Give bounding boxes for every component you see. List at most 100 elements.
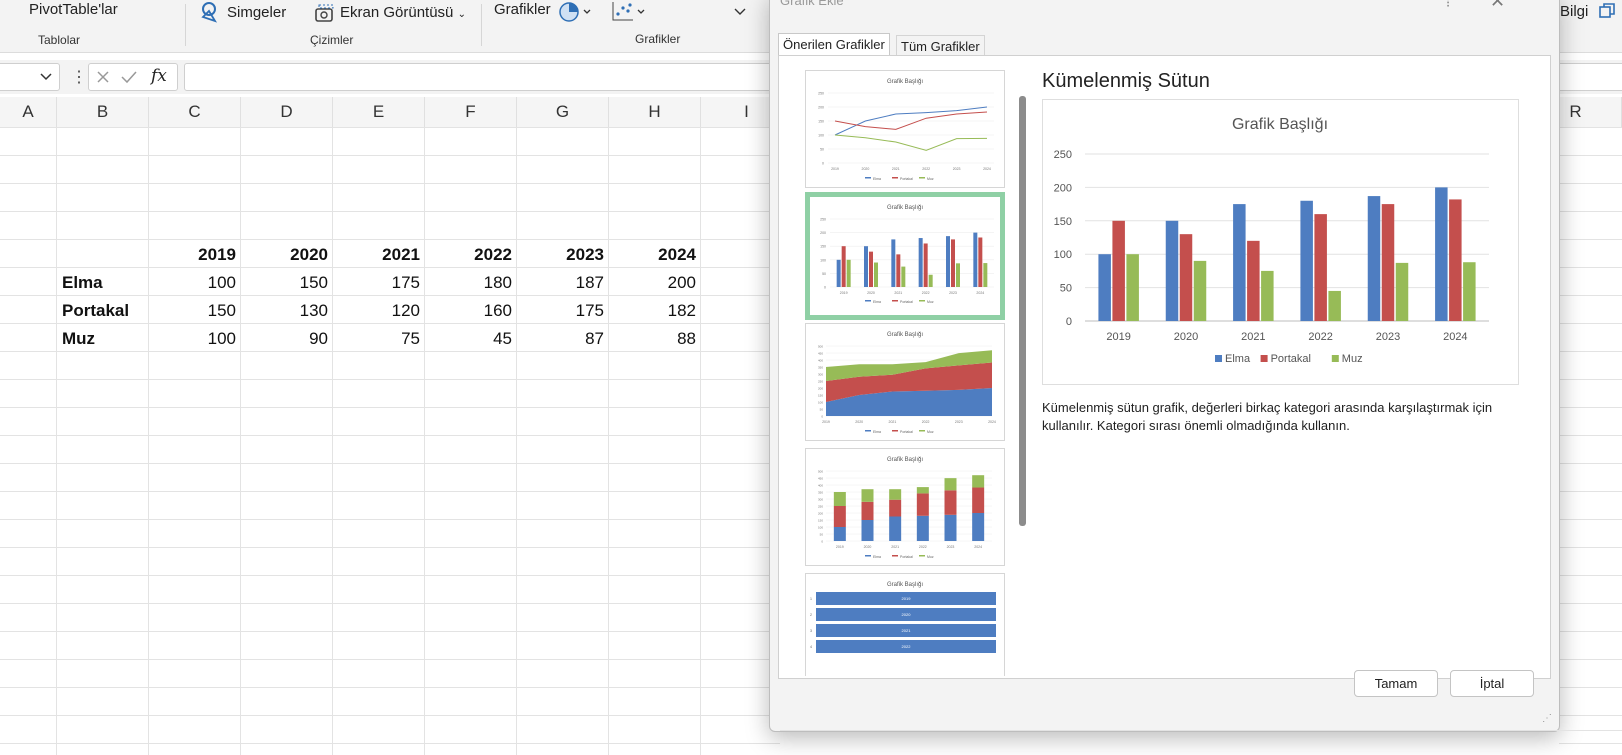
thumb-legend-label: Portakal xyxy=(900,300,913,304)
year-header-cell[interactable]: 2020 xyxy=(241,241,332,268)
thumb-y-tick: 150 xyxy=(818,394,823,398)
column-header-h[interactable]: H xyxy=(609,97,701,127)
value-cell[interactable]: 175 xyxy=(333,269,424,296)
column-header-d[interactable]: D xyxy=(241,97,333,127)
thumb-legend-swatch xyxy=(892,555,898,557)
thumbnail-clustered-column[interactable]: Grafik Başlığı 0 50 100 150 200 250 2019 2020 202… xyxy=(805,192,1005,320)
thumbnail-line-chart[interactable]: Grafik Başlığı 0 50 100 150 200 250 2019 2020 202… xyxy=(805,70,1005,188)
year-header-cell[interactable]: 2019 xyxy=(149,241,240,268)
row-gridline xyxy=(1559,435,1622,436)
row-label-cell[interactable]: Portakal xyxy=(57,297,148,324)
year-header-cell[interactable]: 2024 xyxy=(609,241,700,268)
y-tick-label: 100 xyxy=(1054,249,1072,261)
thumb-y-tick: 150 xyxy=(820,245,826,249)
thumb-y-tick: 0 xyxy=(821,540,823,544)
value-cell[interactable]: 150 xyxy=(149,297,240,324)
value-cell[interactable]: 45 xyxy=(425,325,516,352)
column-header-a[interactable]: A xyxy=(0,97,57,127)
ok-button[interactable]: Tamam xyxy=(1354,670,1438,697)
value-cell[interactable]: 88 xyxy=(609,325,700,352)
cancel-entry-icon xyxy=(95,69,111,85)
thumbnail-scrollbar[interactable] xyxy=(1019,96,1026,526)
bar xyxy=(1166,221,1179,321)
value-cell[interactable]: 100 xyxy=(149,325,240,352)
value-cell[interactable]: 90 xyxy=(241,325,332,352)
row-gridline xyxy=(780,730,1622,731)
cancel-button[interactable]: İptal xyxy=(1450,670,1534,697)
value-cell[interactable]: 180 xyxy=(425,269,516,296)
thumbnail-bar-chart[interactable]: Grafik Başlığı 1 2019 2 2020 3 2021 4 2022 xyxy=(805,573,1005,676)
thumb-x-tick: 2023 xyxy=(947,545,955,549)
info-label[interactable]: Bilgi xyxy=(1560,3,1588,20)
row-gridline xyxy=(1559,295,1622,296)
row-gridline xyxy=(1559,351,1622,352)
thumbnail-stacked-column[interactable]: Grafik Başlığı 0 50 100 150 200 250 300 350 400 45… xyxy=(805,448,1005,566)
column-header-e[interactable]: E xyxy=(333,97,425,127)
thumb-x-tick: 2020 xyxy=(864,545,872,549)
close-icon[interactable]: ✕ xyxy=(1490,0,1505,12)
thumb-bar xyxy=(919,238,923,287)
row-gridline xyxy=(1559,715,1622,716)
value-cell[interactable]: 160 xyxy=(425,297,516,324)
row-label-cell[interactable]: Elma xyxy=(57,269,148,296)
thumb-legend-swatch xyxy=(865,430,871,432)
column-header-g[interactable]: G xyxy=(517,97,609,127)
value-cell[interactable]: 100 xyxy=(149,269,240,296)
row-gridline xyxy=(0,127,780,128)
help-icon[interactable]: ⁝ xyxy=(1446,0,1450,11)
scatter-chart-button[interactable] xyxy=(611,0,647,24)
row-gridline xyxy=(1559,239,1622,240)
value-cell[interactable]: 130 xyxy=(241,297,332,324)
value-cell[interactable]: 120 xyxy=(333,297,424,324)
value-cell[interactable]: 75 xyxy=(333,325,424,352)
thumb-x-tick: 2024 xyxy=(976,291,984,295)
icons-button[interactable]: Simgeler xyxy=(227,4,286,21)
value-cell[interactable]: 150 xyxy=(241,269,332,296)
tab-all-charts[interactable]: Tüm Grafikler xyxy=(896,35,985,57)
pie-chart-button[interactable] xyxy=(557,0,593,24)
thumb-x-tick: 2024 xyxy=(988,420,996,424)
year-header-cell[interactable]: 2022 xyxy=(425,241,516,268)
value-cell[interactable]: 175 xyxy=(517,297,608,324)
thumb-x-tick: 2022 xyxy=(919,545,927,549)
column-header-b[interactable]: B xyxy=(57,97,149,127)
tab-recommended-charts[interactable]: Önerilen Grafikler xyxy=(778,33,890,55)
x-tick-label: 2023 xyxy=(1376,331,1400,343)
row-gridline xyxy=(1559,491,1622,492)
thumb-x-tick: 2022 xyxy=(922,420,930,424)
thumb-bar xyxy=(874,263,878,287)
bar xyxy=(1368,196,1381,321)
chevron-down-icon[interactable] xyxy=(733,4,747,18)
restore-icon[interactable] xyxy=(1598,2,1616,20)
value-cell[interactable]: 200 xyxy=(609,269,700,296)
y-tick-label: 200 xyxy=(1054,182,1072,194)
name-box[interactable] xyxy=(0,63,60,91)
value-cell[interactable]: 187 xyxy=(517,269,608,296)
thumb-y-tick: 0 xyxy=(822,162,824,166)
thumb-bar xyxy=(929,275,933,287)
column-header-f[interactable]: F xyxy=(425,97,517,127)
thumb-y-tick: 250 xyxy=(820,218,826,222)
legend-swatch xyxy=(1261,355,1268,362)
thumb-legend-label: Elma xyxy=(873,177,881,181)
thumb-bar xyxy=(862,502,874,520)
value-cell[interactable]: 182 xyxy=(609,297,700,324)
year-header-cell[interactable]: 2021 xyxy=(333,241,424,268)
thumb-title: Grafik Başlığı xyxy=(887,582,923,588)
screenshot-button[interactable]: Ekran Görüntüsü ⌄ xyxy=(340,4,466,21)
thumb-row-label: 1 xyxy=(810,596,813,601)
thumb-y-tick: 300 xyxy=(818,498,823,502)
thumb-x-tick: 2023 xyxy=(953,167,961,171)
column-header-c[interactable]: C xyxy=(149,97,241,127)
year-header-cell[interactable]: 2023 xyxy=(517,241,608,268)
insert-function-icon[interactable]: fx xyxy=(151,66,167,86)
thumbnail-stacked-area[interactable]: Grafik Başlığı 0 50 100 150 200 250 300 350 400 45… xyxy=(805,323,1005,441)
value-cell[interactable]: 87 xyxy=(517,325,608,352)
more-options-icon[interactable]: ⋮ xyxy=(71,67,87,87)
resize-grip-icon[interactable]: ⋰ xyxy=(1542,713,1552,724)
row-gridline xyxy=(1559,463,1622,464)
chart-preview-pane: Kümelenmiş Sütun Grafik Başlığı 0 50 100 150… xyxy=(1034,66,1546,671)
pivottables-button[interactable]: PivotTable'lar xyxy=(29,1,118,18)
thumb-y-tick: 50 xyxy=(820,533,824,537)
row-label-cell[interactable]: Muz xyxy=(57,325,148,352)
